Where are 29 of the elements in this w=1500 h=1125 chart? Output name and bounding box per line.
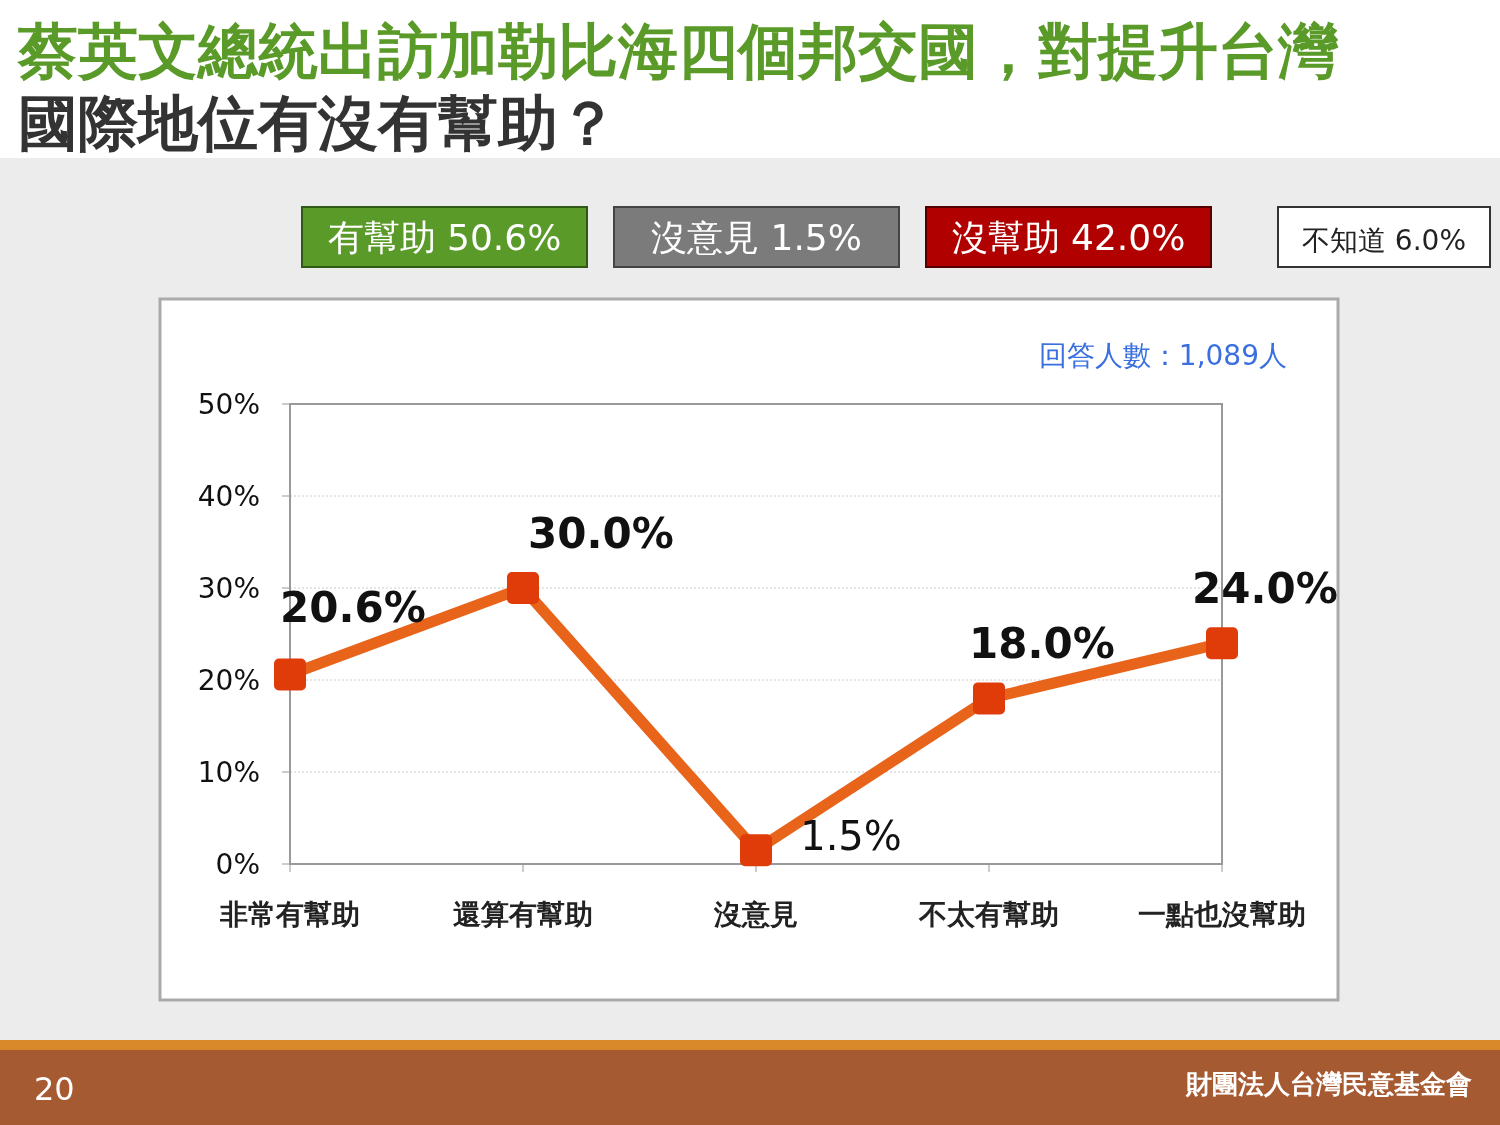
x-tick-label: 一點也沒幫助 bbox=[1138, 898, 1306, 931]
text: 有幫助 50.6% bbox=[327, 217, 562, 258]
text: 財團法人台灣民意基金會 bbox=[1185, 1069, 1472, 1099]
text: 回答人數：1,089人 bbox=[1038, 339, 1287, 372]
chart-title: 蔡英文總統出訪加勒比海四個邦交國，對提升台灣國際地位有沒有幫助？ bbox=[17, 16, 1339, 158]
x-tick-label: 非常有幫助 bbox=[219, 898, 360, 931]
point bbox=[507, 572, 539, 604]
x-tick-label: 沒意見 bbox=[713, 898, 798, 931]
y-tick-label: 40% bbox=[197, 480, 260, 513]
y-tick-label: 0% bbox=[215, 848, 260, 881]
data-label: 24.0% bbox=[1192, 564, 1338, 614]
text: 沒意見 1.5% bbox=[651, 217, 862, 258]
data-label: 18.0% bbox=[969, 619, 1115, 669]
y-tick-label: 10% bbox=[197, 756, 260, 789]
point bbox=[1206, 627, 1238, 660]
point bbox=[740, 834, 772, 867]
text: 不知道 6.0% bbox=[1301, 224, 1467, 257]
data-label: 1.5% bbox=[800, 813, 902, 860]
y-tick-label: 20% bbox=[197, 664, 260, 697]
x-tick-label: 還算有幫助 bbox=[453, 898, 593, 931]
x-tick-label: 不太有幫助 bbox=[918, 898, 1059, 931]
data-label: 20.6% bbox=[280, 583, 426, 633]
point bbox=[274, 658, 306, 691]
text: 20 bbox=[34, 1070, 75, 1108]
data-label: 30.0% bbox=[528, 509, 674, 558]
y-tick-label: 50% bbox=[197, 388, 260, 421]
y-tick-label: 30% bbox=[197, 572, 260, 605]
text: 沒幫助 42.0% bbox=[951, 217, 1186, 258]
point bbox=[973, 682, 1005, 715]
